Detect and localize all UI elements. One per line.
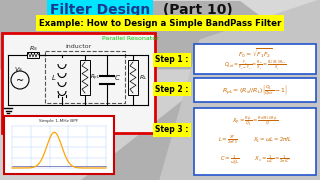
Bar — [194, 78, 316, 102]
Circle shape — [11, 71, 29, 89]
Text: ~: ~ — [16, 76, 24, 86]
Bar — [27, 52, 39, 58]
Polygon shape — [160, 0, 320, 180]
Text: inductor: inductor — [65, 44, 91, 50]
Text: $R_L$: $R_L$ — [139, 74, 147, 82]
Text: $C = \frac{1}{\omega_0^2 L}$          $X_c = \frac{1}{\omega C} = \frac{1}{2\pi : $C = \frac{1}{\omega_0^2 L}$ $X_c = \fra… — [220, 153, 290, 167]
Text: $L$: $L$ — [51, 73, 57, 82]
Text: $C$: $C$ — [114, 73, 120, 82]
Text: Step 2 :: Step 2 : — [155, 84, 189, 93]
Text: Step 3 :: Step 3 : — [155, 125, 189, 134]
Polygon shape — [0, 70, 220, 180]
Text: $X_P = \frac{R_{pL}}{Q_L} = \frac{R_s // R_L // R_{pL}}{Q}$: $X_P = \frac{R_{pL}}{Q_L} = \frac{R_s //… — [232, 114, 278, 128]
Bar — [194, 44, 316, 74]
Text: $R_{pL} = (R_s // R_L)\left[\frac{Q_L}{Q_{tot}} - 1\right]$: $R_{pL} = (R_s // R_L)\left[\frac{Q_L}{Q… — [222, 83, 288, 97]
Text: Parallel Resonator: Parallel Resonator — [102, 35, 158, 40]
Polygon shape — [140, 0, 320, 60]
Text: (Part 10): (Part 10) — [158, 3, 232, 17]
Bar — [45, 51, 125, 103]
Text: $Q_{tot} = \frac{F_0}{F_2-F_1} = \frac{R_p}{X_L} = \frac{R_s//R_L//R_{pL}}{X_L}$: $Q_{tot} = \frac{F_0}{F_2-F_1} = \frac{R… — [224, 58, 286, 72]
Text: Filter Design: Filter Design — [50, 3, 150, 17]
Text: Step 1 :: Step 1 : — [155, 55, 189, 64]
Text: $F_0 = \sqrt{F_1 F_2}$: $F_0 = \sqrt{F_1 F_2}$ — [238, 46, 272, 60]
Text: $R_{pL}$: $R_{pL}$ — [90, 73, 100, 83]
Bar — [194, 108, 316, 175]
Text: $L = \frac{X_P}{2\pi F_0}$          $X_L = \omega L = 2\pi f L$: $L = \frac{X_P}{2\pi F_0}$ $X_L = \omega… — [218, 134, 292, 147]
Bar — [80, 60, 90, 95]
Text: Simple 1-MHz BPF: Simple 1-MHz BPF — [39, 119, 79, 123]
Bar — [4, 116, 114, 174]
Bar — [128, 60, 138, 95]
Text: $V_S$: $V_S$ — [13, 66, 22, 75]
Text: $R_S$: $R_S$ — [28, 45, 37, 53]
Bar — [2, 33, 155, 133]
Text: Example: How to Design a Simple BandPass Filter: Example: How to Design a Simple BandPass… — [39, 19, 281, 28]
